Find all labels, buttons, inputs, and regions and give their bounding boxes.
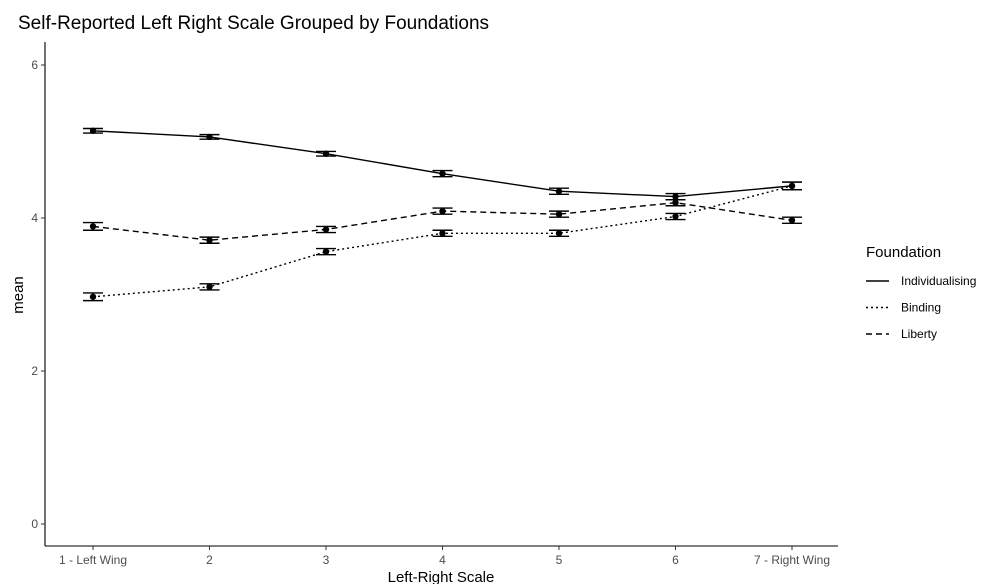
series-individualising: [83, 127, 802, 201]
data-point: [89, 127, 97, 134]
data-point: [439, 207, 446, 215]
data-point: [555, 188, 563, 195]
series-liberty: [83, 198, 802, 244]
data-point: [439, 170, 446, 177]
chart-title: Self-Reported Left Right Scale Grouped b…: [18, 13, 489, 34]
x-tick-label: 2: [206, 553, 213, 567]
legend-label-liberty: Liberty: [901, 327, 937, 341]
y-tick-label: 2: [31, 364, 38, 378]
y-tick-label: 0: [31, 517, 38, 531]
legend: Foundation Individualising Binding Liberty: [866, 244, 976, 341]
y-axis: 0 2 4 6: [31, 42, 46, 546]
data-point: [322, 150, 330, 157]
x-axis-title: Left-Right Scale: [388, 569, 495, 584]
series-layer: [83, 127, 802, 302]
data-point: [322, 248, 330, 255]
data-point: [555, 230, 563, 237]
legend-label-binding: Binding: [901, 301, 941, 315]
x-axis: 1 - Left Wing 2 3 4 5 6 7 - Right Wing: [45, 545, 838, 567]
x-tick-label: 6: [672, 553, 679, 567]
x-tick-label: 7 - Right Wing: [754, 553, 830, 567]
y-tick-label: 4: [31, 211, 38, 225]
data-point: [206, 283, 213, 291]
data-point: [672, 213, 679, 220]
data-point: [206, 236, 213, 244]
x-tick-label: 1 - Left Wing: [59, 553, 127, 567]
legend-title: Foundation: [866, 244, 941, 261]
data-point: [89, 223, 97, 230]
data-point: [89, 293, 97, 300]
y-tick-label: 6: [31, 58, 38, 72]
y-axis-title: mean: [10, 276, 27, 314]
series-binding: [83, 181, 802, 302]
legend-label-individualising: Individualising: [901, 274, 976, 288]
data-point: [788, 217, 796, 224]
x-tick-label: 3: [323, 553, 330, 567]
series-line: [92, 185, 793, 298]
x-tick-label: 4: [439, 553, 446, 567]
x-tick-label: 5: [556, 553, 563, 567]
data-point: [322, 226, 330, 233]
data-point: [788, 182, 796, 190]
data-point: [439, 230, 446, 237]
data-point: [555, 210, 563, 218]
data-point: [672, 199, 679, 206]
data-point: [206, 133, 213, 141]
series-line: [92, 130, 793, 198]
data-point: [672, 193, 679, 200]
